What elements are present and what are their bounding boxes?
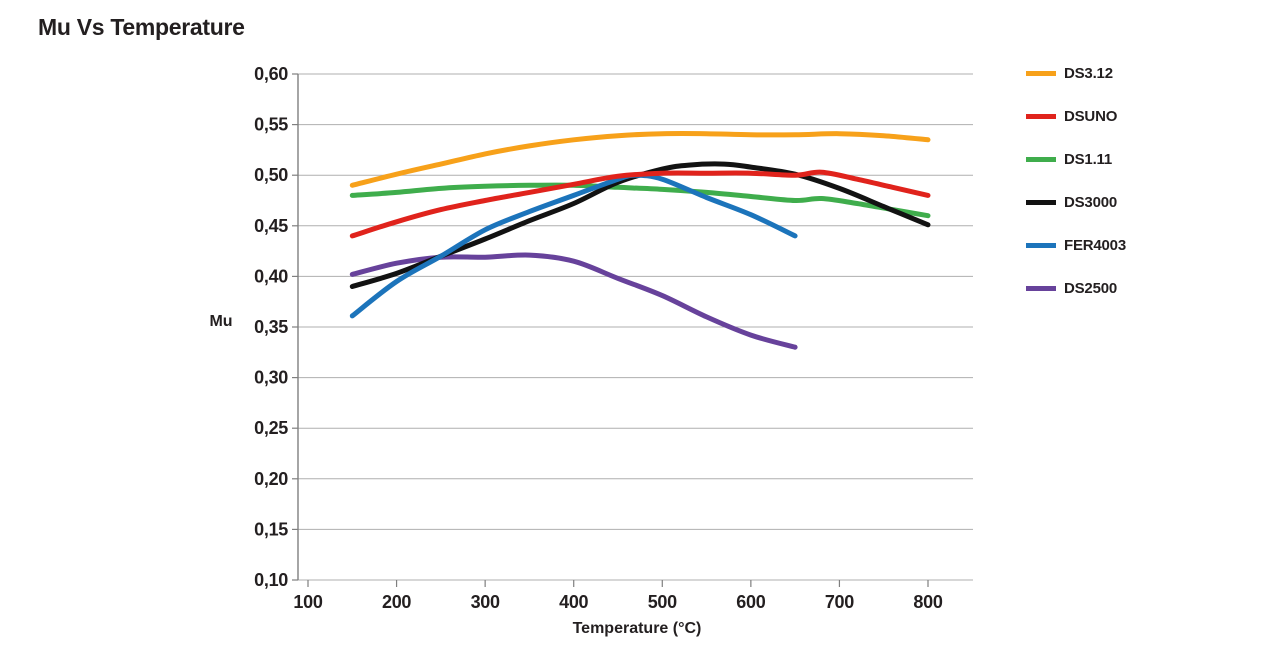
legend-label-DS3.12: DS3.12 (1064, 64, 1113, 82)
legend-label-FER4003: FER4003 (1064, 236, 1126, 254)
x-tick-label-300: 300 (471, 592, 500, 612)
legend: DS3.12 DSUNO DS1.11 DS3000 FER4003 DS2500 (1026, 63, 1126, 298)
y-tick-label-0.1: 0,10 (254, 570, 288, 590)
y-tick-label-0.25: 0,25 (254, 418, 288, 438)
legend-item-DS1.11: DS1.11 (1026, 149, 1126, 169)
legend-swatch-FER4003 (1026, 242, 1056, 248)
legend-swatch-DS2500 (1026, 285, 1056, 291)
y-tick-label-0.3: 0,30 (254, 368, 288, 388)
series-line-FER4003 (349, 172, 798, 319)
x-tick-label-800: 800 (913, 592, 942, 612)
legend-item-FER4003: FER4003 (1026, 235, 1126, 255)
legend-label-DS3000: DS3000 (1064, 193, 1118, 211)
legend-label-DS1.11: DS1.11 (1064, 150, 1113, 168)
legend-swatch-DS3.12 (1026, 70, 1056, 76)
y-tick-label-0.15: 0,15 (254, 519, 288, 539)
y-tick-label-0.55: 0,55 (254, 115, 288, 135)
legend-item-DS3.12: DS3.12 (1026, 63, 1126, 83)
legend-swatch-DS1.11 (1026, 156, 1056, 162)
x-tick-label-500: 500 (648, 592, 677, 612)
series-line-DS1.11 (349, 182, 931, 219)
y-tick-label-0.6: 0,60 (254, 64, 288, 84)
y-tick-label-0.2: 0,20 (254, 469, 288, 489)
legend-label-DSUNO: DSUNO (1064, 107, 1118, 125)
x-tick-label-700: 700 (825, 592, 854, 612)
y-axis-title: Mu (209, 313, 233, 330)
y-tick-label-0.35: 0,35 (254, 317, 288, 337)
y-tick-label-0.5: 0,50 (254, 165, 288, 185)
series-line-DS2500 (349, 252, 798, 350)
x-tick-label-100: 100 (293, 592, 322, 612)
x-tick-label-600: 600 (736, 592, 765, 612)
y-tick-label-0.4: 0,40 (254, 266, 288, 286)
series-line-DSUNO (349, 169, 931, 239)
x-tick-label-200: 200 (382, 592, 411, 612)
y-tick-label-0.45: 0,45 (254, 216, 288, 236)
legend-swatch-DSUNO (1026, 113, 1056, 119)
series-line-DS3.12 (349, 131, 931, 188)
legend-item-DS3000: DS3000 (1026, 192, 1126, 212)
x-axis-title: Temperature (°C) (572, 620, 702, 637)
x-tick-label-400: 400 (559, 592, 588, 612)
legend-label-DS2500: DS2500 (1064, 279, 1118, 297)
legend-item-DSUNO: DSUNO (1026, 106, 1126, 126)
legend-item-DS2500: DS2500 (1026, 278, 1126, 298)
chart-title: Mu Vs Temperature (38, 14, 245, 40)
series-line-DS3000 (349, 161, 931, 289)
legend-swatch-DS3000 (1026, 199, 1056, 205)
